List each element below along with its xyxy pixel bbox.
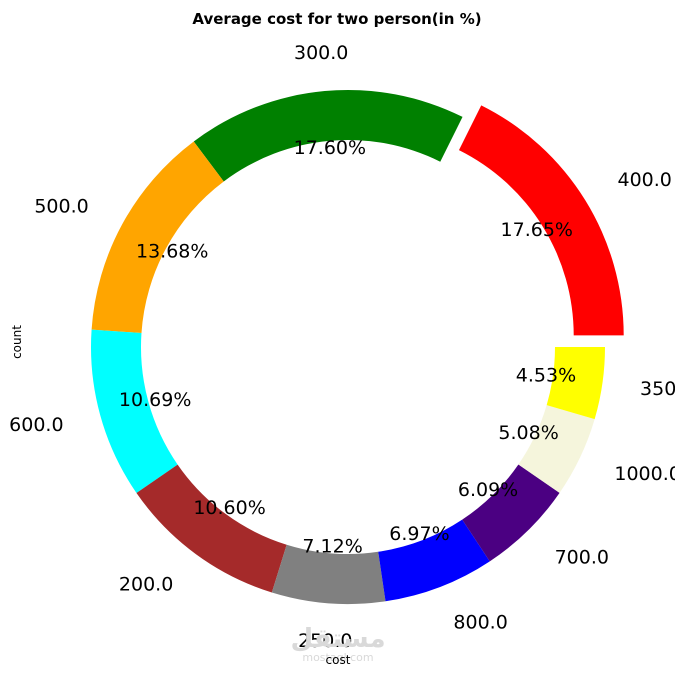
percent-labels: 17.65% 17.60% 13.68% 10.69% 10.60% 7.12% 6.97%… [119,137,576,558]
watermark-arabic: مستقل [290,624,385,654]
percent-label: 17.60% [294,137,366,159]
category-label: 300.0 [294,42,348,64]
slice-1000-0 [518,405,595,493]
category-label: 1000.0 [614,463,675,485]
donut-slices [91,89,624,604]
percent-label: 17.65% [501,219,573,241]
y-axis-label: count [10,325,24,359]
slice-800-0 [378,519,490,602]
slice-200-0 [136,464,287,593]
x-axis-label: cost [326,653,351,667]
percent-label: 10.60% [193,497,265,519]
category-label: 700.0 [555,547,609,569]
category-labels: 400.0 300.0 500.0 600.0 200.0 250.0 800.0 700.0… [9,42,675,652]
percent-label: 4.53% [516,364,576,386]
slice-400-0 [458,105,624,336]
category-label: 800.0 [453,612,507,634]
percent-label: 6.97% [389,523,449,545]
watermark-latin: mostaql.com [302,651,373,664]
category-label: 600.0 [9,414,63,436]
slice-500-0 [91,141,224,334]
category-label: 200.0 [119,574,173,596]
watermark: مستقل mostaql.com [290,624,385,664]
category-label: 250.0 [298,630,352,652]
slice-300-0 [193,89,463,182]
category-label: 350.0 [640,378,675,400]
slice-250-0 [271,544,386,604]
percent-label: 5.08% [498,422,558,444]
percent-label: 6.09% [458,479,518,501]
slice-700-0 [462,464,560,562]
percent-label: 13.68% [136,241,208,263]
slice-350-0 [546,347,605,420]
chart-title: Average cost for two person(in %) [192,10,481,28]
slice-600-0 [91,329,178,493]
percent-label: 10.69% [119,389,191,411]
category-label: 400.0 [618,169,672,191]
category-label: 500.0 [34,195,88,217]
percent-label: 7.12% [302,535,362,557]
